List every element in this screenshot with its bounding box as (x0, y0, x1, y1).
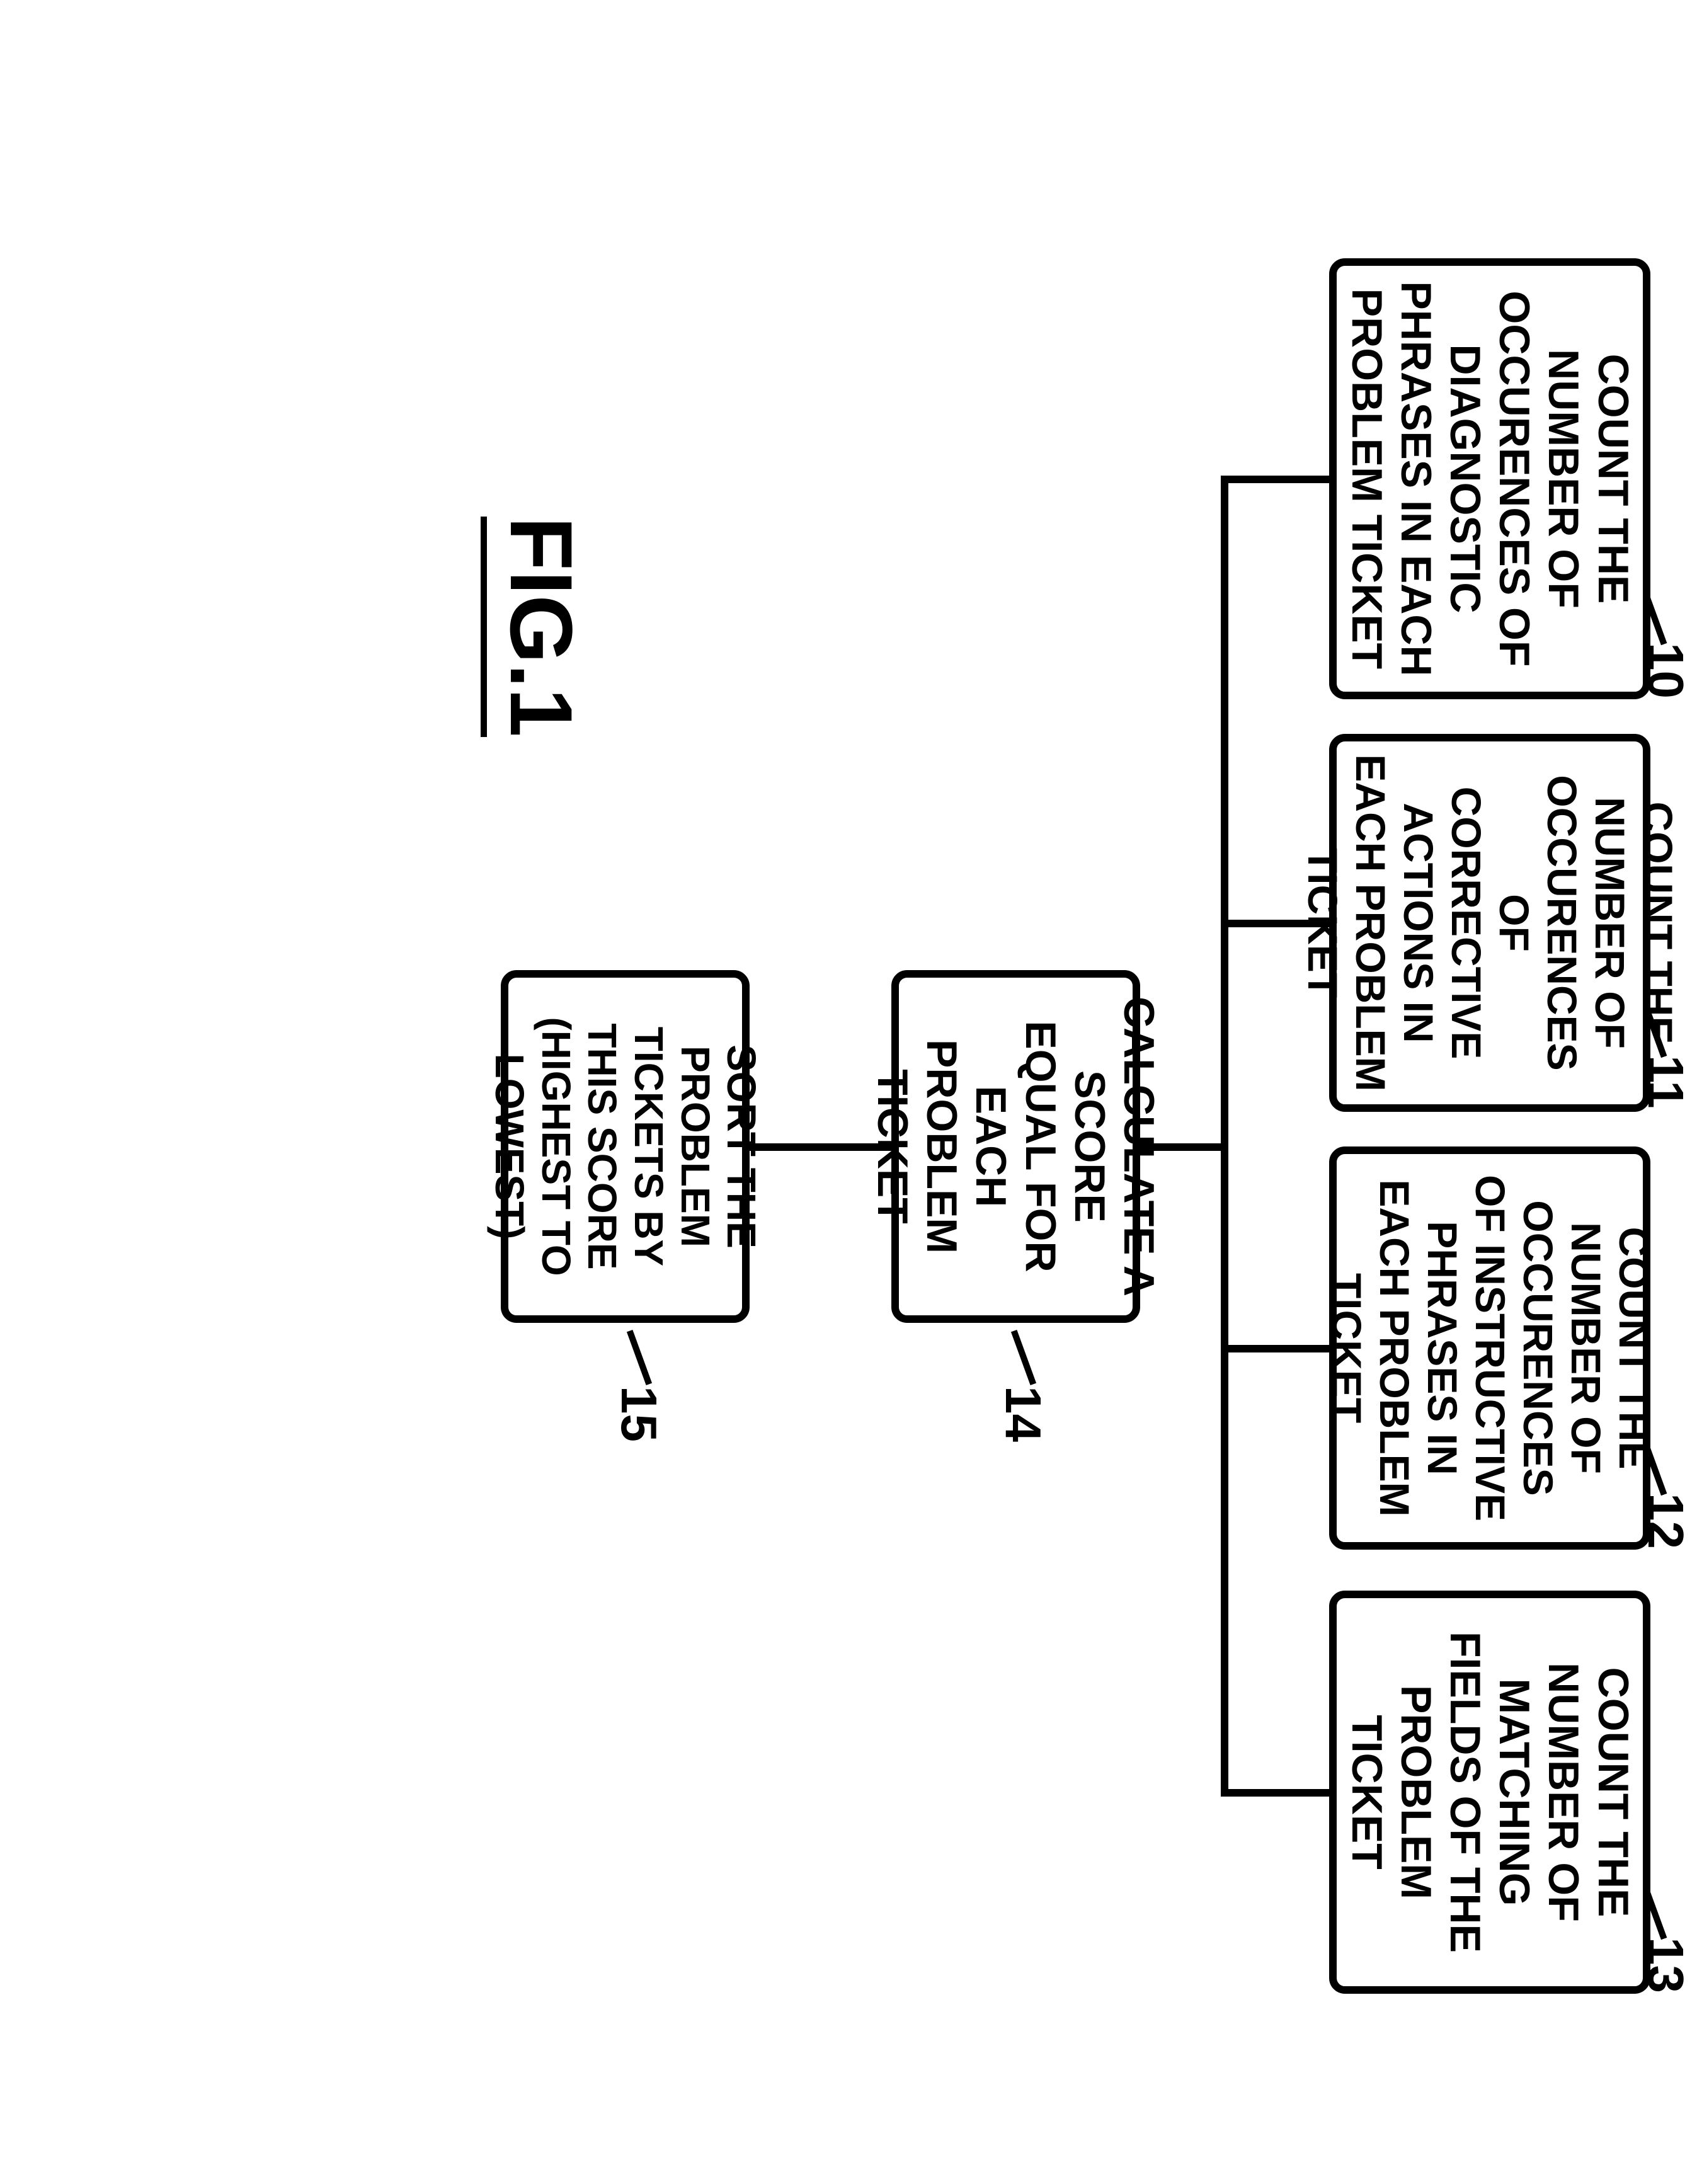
connector-v (750, 1143, 891, 1151)
box-text: COUNT THE NUMBER OF MATCHING FIELDS OF T… (1342, 1611, 1637, 1974)
box-text: CALCULATE A SCORE EQUAL FOR EACH PROBLEM… (868, 990, 1163, 1303)
connector-h-bus (1221, 476, 1228, 1797)
box-count-instructive: COUNT THE NUMBER OF OCCURENCES OF INSTRU… (1329, 1146, 1650, 1550)
label-13: 13 (1637, 1937, 1694, 1993)
figure-label: FIG.1 (481, 517, 592, 737)
box-calculate-score: CALCULATE A SCORE EQUAL FOR EACH PROBLEM… (891, 970, 1140, 1323)
box-count-corrective: COUNT THE NUMBER OF OCCURENCES OF CORREC… (1329, 734, 1650, 1112)
flowchart-container: COUNT THE NUMBER OF OCCURENCES OF DIAGNO… (0, 372, 1697, 1858)
box-text: COUNT THE NUMBER OF OCCURENCES OF CORREC… (1298, 754, 1681, 1092)
connector-v (1222, 476, 1329, 483)
label-12: 12 (1637, 1493, 1694, 1549)
box-text: SORT THE PROBLEM TICKETS BY THIS SCORE (… (486, 990, 765, 1303)
label-14: 14 (994, 1386, 1052, 1442)
connector-v (1222, 1789, 1329, 1797)
connector-v (1222, 1345, 1329, 1352)
box-text: COUNT THE NUMBER OF OCCURENCES OF DIAGNO… (1342, 278, 1637, 679)
box-sort-tickets: SORT THE PROBLEM TICKETS BY THIS SCORE (… (501, 970, 750, 1323)
box-text: COUNT THE NUMBER OF OCCURENCES OF INSTRU… (1322, 1167, 1657, 1529)
label-11: 11 (1637, 1055, 1694, 1109)
lead-line (1011, 1330, 1036, 1385)
label-10: 10 (1637, 643, 1694, 699)
box-count-diagnostic: COUNT THE NUMBER OF OCCURENCES OF DIAGNO… (1329, 258, 1650, 699)
lead-line (627, 1330, 652, 1385)
label-15: 15 (610, 1386, 668, 1442)
box-count-matching: COUNT THE NUMBER OF MATCHING FIELDS OF T… (1329, 1591, 1650, 1994)
connector-v (1222, 920, 1329, 927)
